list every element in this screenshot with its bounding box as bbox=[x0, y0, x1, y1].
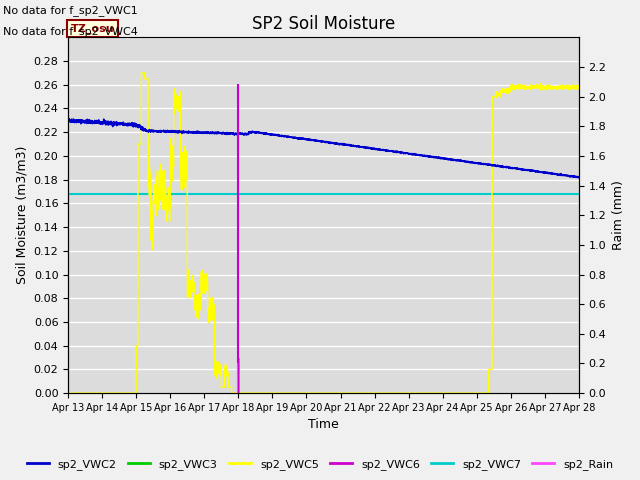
Y-axis label: Raim (mm): Raim (mm) bbox=[612, 180, 625, 250]
X-axis label: Time: Time bbox=[308, 419, 339, 432]
Legend: sp2_VWC2, sp2_VWC3, sp2_VWC5, sp2_VWC6, sp2_VWC7, sp2_Rain: sp2_VWC2, sp2_VWC3, sp2_VWC5, sp2_VWC6, … bbox=[22, 455, 618, 474]
Text: No data for f_sp2_VWC4: No data for f_sp2_VWC4 bbox=[3, 26, 138, 37]
Title: SP2 Soil Moisture: SP2 Soil Moisture bbox=[252, 15, 395, 33]
Y-axis label: Soil Moisture (m3/m3): Soil Moisture (m3/m3) bbox=[15, 146, 28, 285]
Bar bbox=[239, 358, 240, 393]
Bar bbox=[237, 363, 238, 393]
Text: TZ_osu: TZ_osu bbox=[70, 24, 115, 34]
Text: No data for f_sp2_VWC1: No data for f_sp2_VWC1 bbox=[3, 5, 138, 16]
